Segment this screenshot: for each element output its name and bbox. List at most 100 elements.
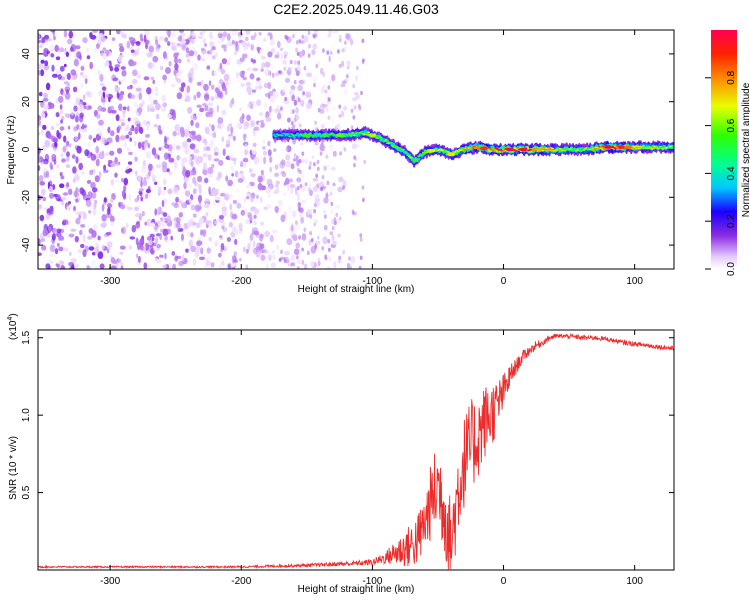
noise-cell (359, 255, 363, 260)
noise-cell (362, 58, 365, 63)
noise-cell (85, 91, 91, 96)
noise-cell (351, 97, 358, 102)
ridge-cell (595, 146, 599, 149)
noise-cell (205, 146, 211, 151)
noise-cell (147, 142, 151, 149)
noise-cell (339, 151, 342, 156)
ridge-cell (442, 152, 446, 154)
ridge-cell (593, 148, 597, 150)
noise-cell (181, 157, 188, 163)
noise-cell (144, 39, 150, 45)
noise-cell (219, 91, 224, 99)
noise-cell (40, 69, 45, 77)
noise-cell (227, 179, 234, 187)
noise-cell (91, 230, 97, 238)
noise-cell (70, 108, 75, 116)
noise-cell (321, 103, 328, 108)
noise-cell (290, 121, 294, 126)
ridge-cell (283, 132, 287, 135)
noise-cell (181, 233, 184, 241)
noise-cell (176, 92, 183, 100)
noise-cell (240, 209, 245, 216)
noise-cell (241, 53, 248, 59)
noise-cell (200, 229, 204, 236)
ridge-cell (582, 149, 586, 151)
noise-cell (329, 231, 334, 236)
noise-cell (205, 211, 209, 217)
noise-cell (106, 203, 113, 208)
noise-cell (239, 107, 242, 112)
noise-cell (305, 91, 312, 98)
noise-cell (218, 30, 222, 35)
noise-cell (118, 258, 122, 264)
noise-cell (245, 218, 251, 225)
noise-cell (239, 57, 245, 63)
noise-cell (181, 202, 187, 209)
noise-cell (125, 124, 130, 129)
noise-cell (161, 144, 165, 152)
noise-cell (111, 193, 116, 200)
noise-cell (262, 139, 266, 144)
noise-cell (183, 223, 188, 230)
noise-cell (223, 47, 227, 52)
noise-cell (65, 156, 70, 162)
noise-cell (42, 124, 47, 130)
ridge-cell (366, 131, 371, 133)
heatmap-y-label: Frequency (Hz) (6, 116, 17, 185)
noise-cell (250, 104, 254, 109)
noise-cell (265, 263, 269, 269)
noise-cell (259, 234, 263, 242)
noise-cell (221, 36, 225, 42)
ridge-cell (407, 155, 411, 158)
noise-cell (250, 35, 256, 41)
noise-cell (232, 135, 236, 141)
noise-cell (102, 169, 109, 173)
noise-cell (196, 91, 201, 98)
noise-cell (138, 126, 143, 133)
noise-cell (110, 198, 114, 203)
noise-cell (175, 72, 181, 79)
noise-cell (337, 49, 340, 54)
noise-cell (59, 65, 65, 72)
noise-cell (187, 106, 193, 114)
noise-cell (190, 204, 196, 211)
noise-cell (316, 166, 320, 171)
noise-cell (190, 232, 194, 238)
noise-cell (294, 236, 297, 241)
noise-cell (297, 260, 303, 264)
noise-cell (64, 92, 71, 100)
noise-cell (62, 192, 69, 196)
noise-cell (256, 80, 263, 86)
noise-cell (134, 213, 141, 218)
noise-cell (216, 104, 219, 113)
ridge-cell (288, 135, 292, 138)
noise-cell (354, 91, 359, 96)
noise-cell (162, 264, 167, 269)
noise-cell (353, 155, 357, 160)
noise-cell (264, 230, 271, 238)
noise-cell (293, 153, 297, 158)
noise-cell (68, 262, 75, 267)
noise-cell (287, 117, 291, 123)
ridge-cell (409, 156, 413, 159)
noise-cell (58, 47, 65, 53)
noise-cell (238, 222, 243, 230)
noise-cell (321, 175, 325, 180)
ridge-cell (439, 148, 443, 150)
noise-cell (133, 140, 137, 147)
noise-cell (298, 158, 302, 164)
noise-cell (175, 52, 180, 56)
x-tick-label: -200 (231, 576, 251, 587)
noise-cell (294, 186, 298, 194)
noise-cell (331, 234, 335, 241)
noise-cell (91, 259, 97, 267)
noise-cell (259, 119, 265, 124)
noise-cell (134, 126, 139, 135)
noise-cell (59, 126, 65, 131)
noise-cell (246, 86, 252, 93)
noise-cell (91, 251, 96, 256)
noise-cell (208, 186, 211, 195)
noise-cell (333, 217, 337, 222)
noise-cell (262, 146, 266, 150)
noise-cell (349, 265, 352, 269)
